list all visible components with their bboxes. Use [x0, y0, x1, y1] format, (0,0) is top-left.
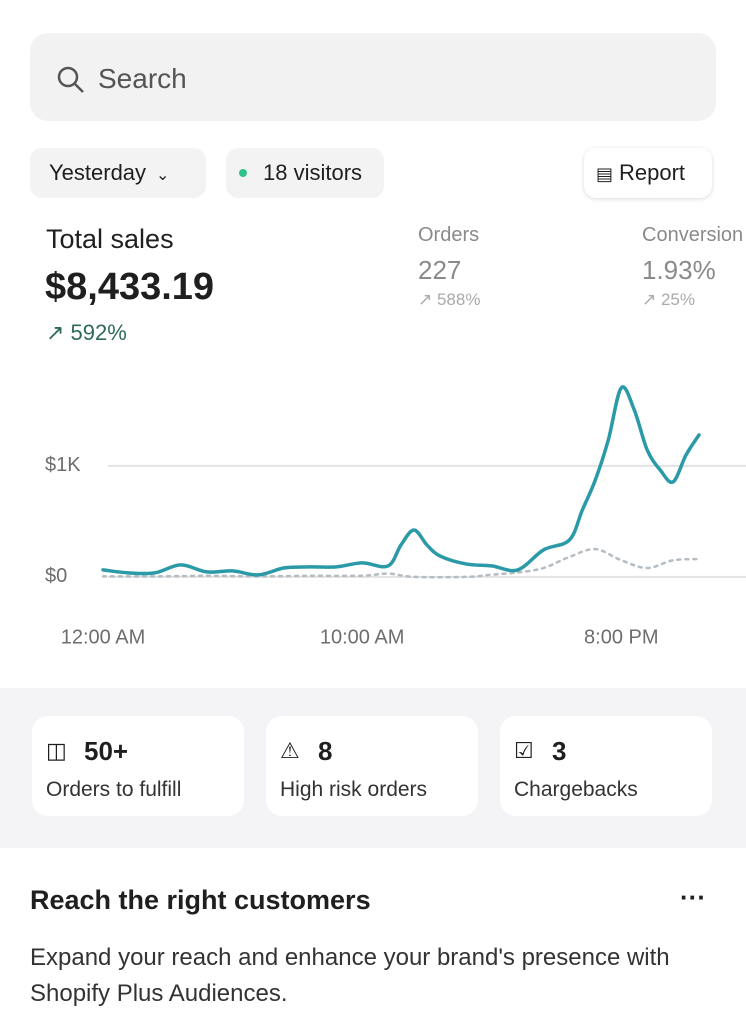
series-line: [101, 385, 701, 577]
x-tick-label: 10:00 AM: [320, 626, 405, 648]
orders-label: Orders: [418, 224, 480, 246]
orders-change-value: 588%: [436, 290, 481, 309]
y-tick-label: $1K: [45, 454, 81, 476]
search-bar[interactable]: Search: [30, 33, 716, 121]
period-label: Yesterday: [49, 160, 147, 185]
search-placeholder: Search: [98, 63, 187, 94]
sales-chart: $0 $1K 12:00 AM 10:00 AM 8:00 PM: [45, 385, 746, 648]
series-line: [101, 547, 701, 579]
visitors-label: 18 visitors: [263, 160, 363, 185]
card-value: 8: [318, 736, 333, 766]
total-sales-change-value: 592%: [70, 320, 127, 345]
x-tick-label: 12:00 AM: [61, 626, 146, 648]
orders-value: 227: [418, 255, 462, 285]
search-icon: [57, 66, 84, 93]
card-value: 50+: [84, 736, 129, 766]
total-sales-value: $8,433.19: [45, 266, 215, 308]
task-card[interactable]: ☑ 3 Chargebacks: [500, 716, 712, 816]
conversion-label: Conversion: [642, 224, 744, 246]
total-sales-change: ↗ 592%: [46, 320, 127, 345]
x-tick-label: 8:00 PM: [584, 626, 658, 648]
conversion-value: 1.93%: [642, 255, 716, 285]
card-label: High risk orders: [280, 778, 428, 801]
task-card[interactable]: ◫ 50+ Orders to fulfill: [32, 716, 244, 816]
visitors-pill[interactable]: 18 visitors: [226, 148, 384, 198]
card-value: 3: [552, 736, 567, 766]
task-card[interactable]: ⚠ 8 High risk orders: [266, 716, 478, 816]
conversion-change-value: 25%: [660, 290, 695, 309]
total-sales-label: Total sales: [46, 224, 174, 254]
orders-change: ↗ 588%: [418, 290, 481, 309]
conversion-change: ↗ 25%: [642, 290, 695, 309]
report-label: Report: [619, 160, 686, 185]
period-filter[interactable]: Yesterday ⌄: [30, 148, 206, 198]
card-label: Orders to fulfill: [46, 778, 182, 801]
y-tick-label: $0: [45, 565, 67, 587]
promo-body: Expand your reach and enhance your brand…: [30, 944, 670, 1007]
promo-title: Reach the right customers: [30, 885, 371, 915]
more-menu[interactable]: ···: [680, 882, 706, 912]
card-label: Chargebacks: [514, 778, 638, 801]
report-button[interactable]: ▤ Report: [584, 148, 712, 198]
